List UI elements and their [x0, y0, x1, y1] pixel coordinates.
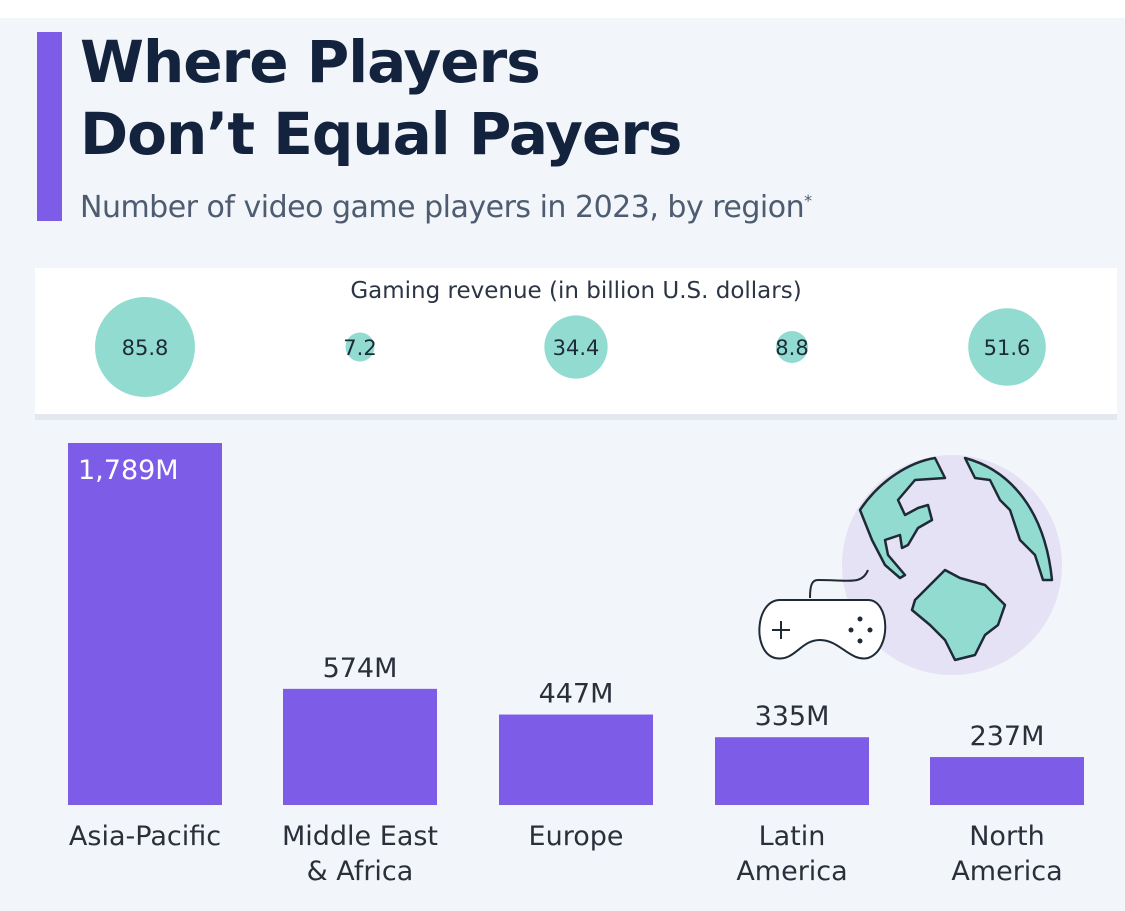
category-label: Asia-Pacific — [69, 821, 221, 852]
bar — [715, 737, 869, 805]
bar-value-label: 1,789M — [78, 455, 179, 486]
chart-subtitle: Number of video game players in 2023, by… — [80, 190, 812, 225]
subtitle-text: Number of video game players in 2023, by… — [80, 190, 805, 225]
category-label: America — [951, 856, 1062, 887]
revenue-label: 51.6 — [984, 336, 1031, 360]
title-line-1: Where Players — [80, 28, 541, 96]
top-strip — [0, 0, 1125, 18]
revenue-label: 34.4 — [553, 336, 600, 360]
title-accent-bar — [37, 32, 62, 221]
revenue-bubble — [775, 330, 809, 364]
revenue-bubble — [544, 315, 608, 379]
category-label: Middle East — [282, 821, 438, 852]
category-label: North — [969, 821, 1045, 852]
category-label: Europe — [529, 821, 624, 852]
revenue-label: 7.2 — [343, 336, 376, 360]
title-line-2: Don’t Equal Payers — [80, 100, 682, 168]
category-label: America — [736, 856, 847, 887]
revenue-label: 85.8 — [122, 336, 169, 360]
globe-with-gamepad-icon — [758, 455, 1062, 675]
footnote-mark: * — [804, 191, 812, 210]
revenue-title: Gaming revenue (in billion U.S. dollars) — [350, 278, 802, 304]
revenue-bubble — [345, 332, 375, 362]
category-label: Latin — [759, 821, 826, 852]
category-label: & Africa — [307, 856, 414, 887]
bar-value-label: 335M — [755, 701, 830, 732]
chart-title: Where Players Don’t Equal Payers — [80, 26, 682, 170]
bar — [283, 688, 437, 805]
revenue-bubble — [95, 297, 195, 397]
revenue-bubble — [968, 308, 1046, 386]
revenue-label: 8.8 — [775, 336, 808, 360]
bar-value-label: 237M — [970, 721, 1045, 752]
bar-value-label: 574M — [323, 653, 398, 684]
bar — [68, 443, 222, 805]
bar — [930, 757, 1084, 805]
bar — [499, 714, 653, 805]
bar-value-label: 447M — [539, 679, 614, 710]
